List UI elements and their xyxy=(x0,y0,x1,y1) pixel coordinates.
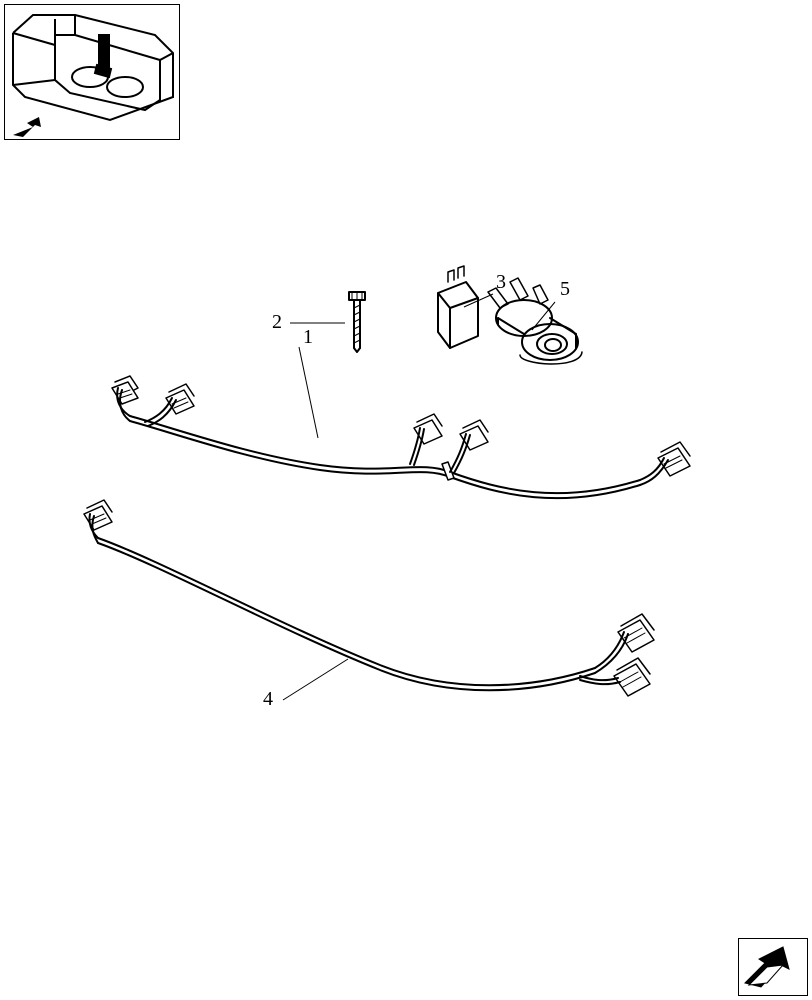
callout-label-4: 4 xyxy=(263,688,273,711)
callout-label-2: 2 xyxy=(272,311,282,334)
callout-label-3: 3 xyxy=(496,271,506,294)
leader-1 xyxy=(299,347,318,438)
part-wire-harness-lower xyxy=(84,500,654,696)
part-screw xyxy=(349,292,365,352)
next-arrow-icon xyxy=(739,939,809,997)
main-parts-diagram xyxy=(0,0,812,1000)
leader-4 xyxy=(283,659,348,700)
part-relay xyxy=(438,266,478,348)
callout-label-1: 1 xyxy=(303,326,313,349)
nav-next-box[interactable] xyxy=(738,938,808,996)
callout-label-5: 5 xyxy=(560,278,570,301)
part-wire-harness-upper xyxy=(112,376,690,498)
